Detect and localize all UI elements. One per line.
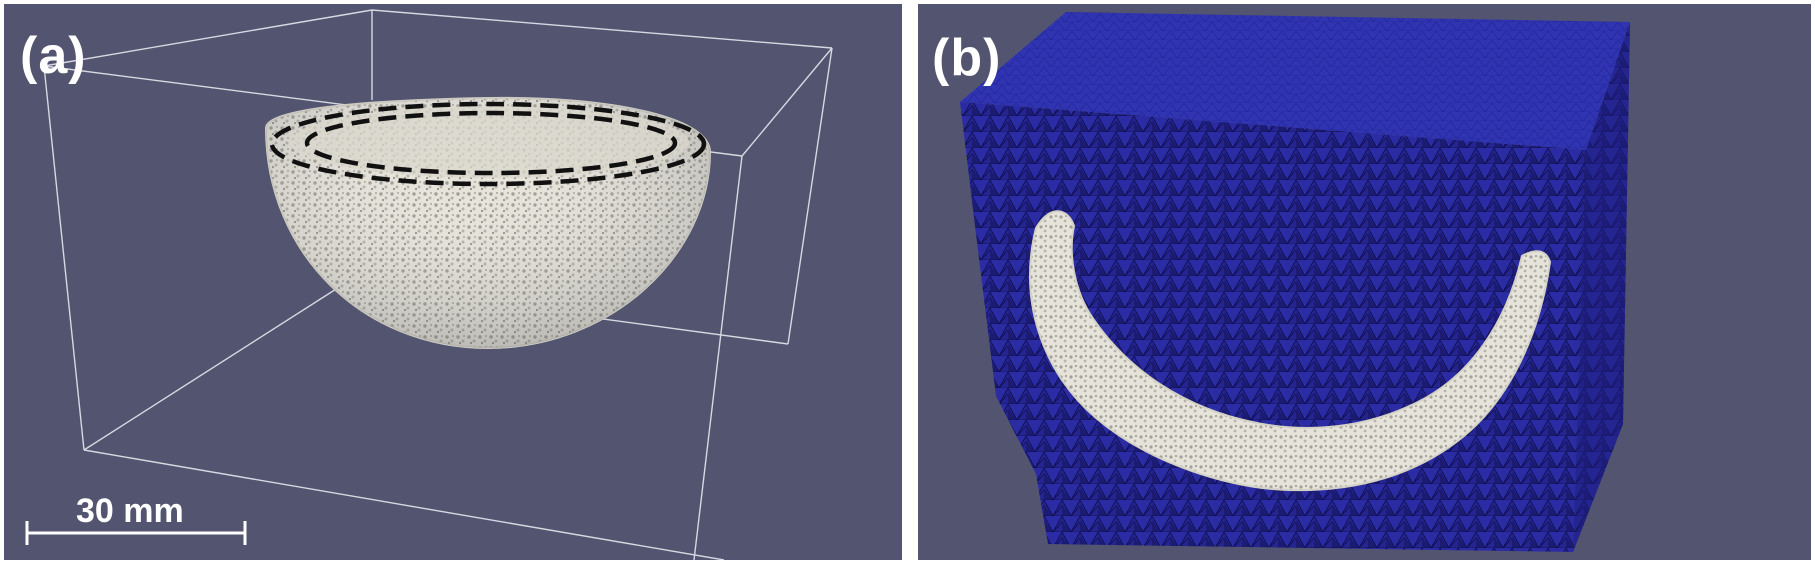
panel-a-label: (a) (20, 27, 87, 85)
scale-bar-label: 30 mm (76, 492, 184, 530)
panel-b-label: (b) (932, 29, 1002, 87)
scale-bar (25, 521, 247, 545)
porous-cup-cross-section (1029, 210, 1552, 492)
dashed-ring-markers (269, 101, 707, 187)
porous-cup (264, 96, 712, 350)
panel-a-render (25, 9, 833, 560)
panel-b: (b) (918, 4, 1811, 560)
panel-a: (a) 30 mm (4, 4, 902, 560)
panel-b-render (960, 12, 1630, 552)
